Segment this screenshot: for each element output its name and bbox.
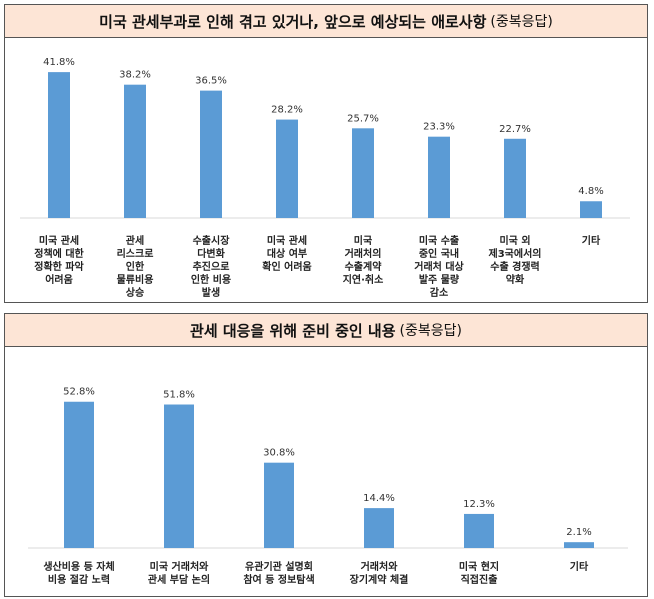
category-label: 기타 xyxy=(570,560,589,573)
category-label: 정책에 대한 xyxy=(34,247,84,260)
category-label: 장기계약 체결 xyxy=(350,573,409,586)
data-label: 38.2% xyxy=(119,70,151,81)
data-label: 12.3% xyxy=(463,499,495,510)
bar xyxy=(564,542,594,548)
category-label: 발주 물량 xyxy=(419,273,460,286)
category-label: 유관기관 설명회 xyxy=(245,560,313,573)
category-label: 발생 xyxy=(202,286,220,299)
data-label: 51.8% xyxy=(163,390,195,401)
bar xyxy=(504,138,526,218)
category-label: 관세 xyxy=(126,234,144,247)
chart-title-1: 미국 관세부과로 인해 겪고 있거나, 앞으로 예상되는 애로사항 (중복응답) xyxy=(5,5,647,38)
category-label: 약화 xyxy=(506,273,525,286)
category-label: 직접진출 xyxy=(461,573,498,586)
chart-panel-1: 미국 관세부과로 인해 겪고 있거나, 앞으로 예상되는 애로사항 (중복응답) xyxy=(4,4,648,303)
category-label: 제3국에서의 xyxy=(489,247,542,260)
category-label: 추진으로 xyxy=(193,260,230,273)
category-label: 거래처 대상 xyxy=(414,260,464,273)
bar xyxy=(48,72,70,218)
category-label: 감소 xyxy=(430,287,448,299)
bar xyxy=(464,513,494,548)
category-label: 거래처와 xyxy=(361,560,399,573)
data-label: 36.5% xyxy=(195,76,227,87)
data-label: 23.3% xyxy=(423,122,455,133)
bar xyxy=(276,119,298,218)
category-label: 상승 xyxy=(126,286,144,299)
title-text: 미국 관세부과로 인해 겪고 있거나, 앞으로 예상되는 애로사항 xyxy=(99,12,487,31)
category-label: 확인 어려움 xyxy=(262,260,311,273)
category-label: 참여 등 정보탐색 xyxy=(243,573,314,586)
category-label: 미국 관세 xyxy=(39,234,79,247)
data-label: 22.7% xyxy=(499,124,531,135)
category-label: 지연·취소 xyxy=(343,273,384,286)
category-label: 미국 수출 xyxy=(419,234,459,247)
category-label: 대상 여부 xyxy=(267,247,307,260)
data-label: 25.7% xyxy=(347,113,379,124)
bar xyxy=(264,462,294,548)
category-label: 정확한 파악 xyxy=(34,260,84,273)
bar xyxy=(428,136,450,218)
category-label: 거래처의 xyxy=(345,247,382,260)
bar xyxy=(200,90,222,218)
data-label: 28.2% xyxy=(271,105,303,116)
data-label: 41.8% xyxy=(43,57,75,68)
title-text: 관세 대응을 위해 준비 중인 내용 xyxy=(190,321,396,340)
category-label: 다변화 xyxy=(197,247,225,260)
data-label: 52.8% xyxy=(63,387,95,398)
bar xyxy=(580,201,602,218)
category-label: 중인 국내 xyxy=(419,247,459,260)
chart-panel-2: 관세 대응을 위해 준비 중인 내용 (중복응답) xyxy=(4,313,648,597)
category-label: 수출 경쟁력 xyxy=(490,260,539,273)
category-label: 미국 xyxy=(354,234,372,247)
category-label: 인한 xyxy=(126,260,145,273)
category-label: 리스크로 xyxy=(117,247,154,260)
category-label: 수출시장 xyxy=(193,234,231,247)
category-label: 미국 현지 xyxy=(459,560,499,573)
category-label: 미국 거래처와 xyxy=(150,560,209,573)
category-label: 수출계약 xyxy=(345,260,383,273)
bar xyxy=(164,404,194,548)
category-label: 미국 외 xyxy=(499,234,530,247)
category-label: 기타 xyxy=(582,234,601,247)
category-label: 비용 절감 노력 xyxy=(48,573,110,586)
category-label: 인한 비용 xyxy=(191,273,231,286)
category-label: 물류비용 xyxy=(117,273,154,286)
data-label: 4.8% xyxy=(578,186,603,197)
bar xyxy=(64,401,94,548)
data-label: 14.4% xyxy=(363,493,395,504)
chart-title-2: 관세 대응을 위해 준비 중인 내용 (중복응답) xyxy=(5,314,647,347)
bar xyxy=(124,84,146,218)
bar xyxy=(364,508,394,548)
title-sub: (중복응답) xyxy=(399,323,462,339)
data-label: 2.1% xyxy=(566,527,591,538)
category-label: 어려움 xyxy=(45,273,73,286)
category-label: 생산비용 등 자체 xyxy=(43,560,114,573)
bar xyxy=(352,128,374,218)
data-label: 30.8% xyxy=(263,448,295,459)
category-label: 미국 관세 xyxy=(267,234,307,247)
category-label: 관세 부담 논의 xyxy=(148,573,210,586)
title-sub: (중복응답) xyxy=(490,14,553,30)
